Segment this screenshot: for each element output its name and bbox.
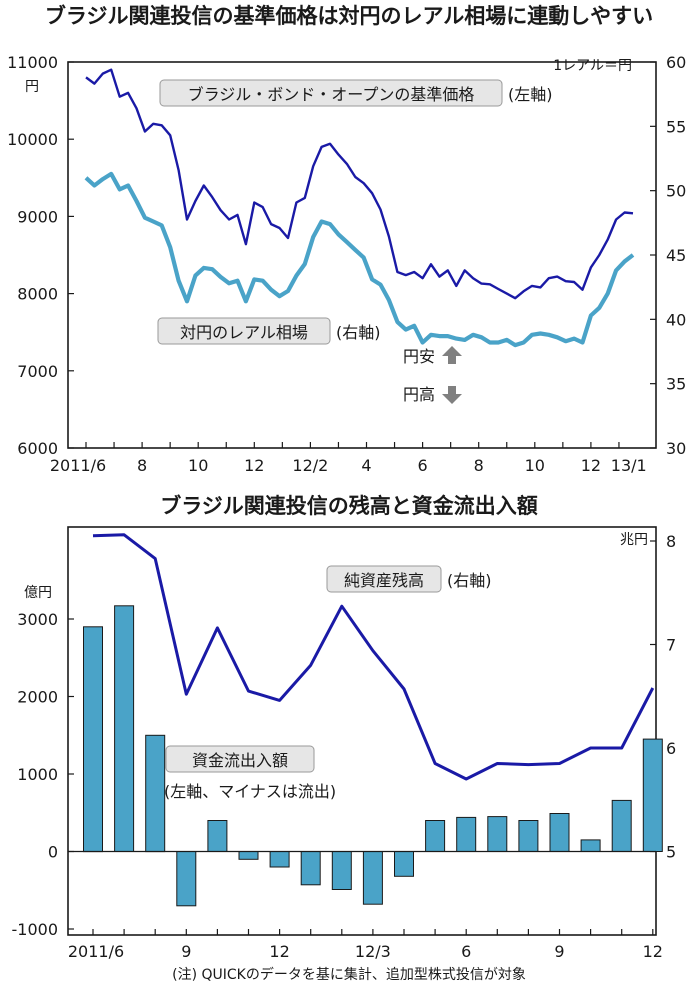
footnote: (注) QUICKのデータを基に集計、追加型株式投信が対象 — [172, 966, 526, 983]
fund-flow-bar — [549, 813, 570, 852]
fund-flow-bar — [207, 820, 228, 852]
chart1-x-tick-label: 13/1 — [611, 456, 647, 475]
chart2-line-axis-note: (右軸) — [447, 571, 492, 590]
fund-flow-bar — [362, 851, 383, 905]
yen-strong-label: 円高 — [403, 385, 435, 404]
chart1-title: ブラジル関連投信の基準価格は対円のレアル相場に連動しやすい — [45, 4, 653, 28]
chart1-x-tick-label: 4 — [361, 456, 371, 475]
chart2-left-unit: 億円 — [24, 585, 52, 601]
fund-flow-bar — [83, 626, 103, 853]
chart2-x-tick-label: 2011/6 — [68, 942, 124, 961]
chart2-left-tick-label: -1000 — [12, 920, 59, 939]
chart1-right-tick-label: 55 — [666, 117, 686, 136]
chart2-line-label-box — [326, 565, 442, 593]
arrow-down-icon — [442, 386, 462, 404]
chart2-right-tick-label: 6 — [666, 739, 676, 758]
fund-flow-bar — [580, 839, 601, 853]
chart1-x-tick-label: 12 — [244, 456, 264, 475]
chart1-left-tick-label: 9000 — [17, 207, 58, 226]
chart1-x-tick-label: 10 — [188, 456, 208, 475]
chart1-right-unit: 1レアル＝円 — [553, 58, 632, 74]
chart1-series1-label-box — [159, 79, 503, 107]
chart1-series1-label: ブラジル・ボンド・オープンの基準価格 — [188, 85, 475, 104]
chart1-left-unit: 円 — [25, 79, 39, 95]
chart1-left-tick-label: 6000 — [17, 439, 58, 458]
chart1-x-axis: 2011/6 8 10 12 12/2 4 6 8 10 12 13/1 — [50, 442, 647, 475]
chart1-x-tick-label: 2011/6 — [50, 456, 106, 475]
chart2-left-tick-label: 0 — [48, 843, 58, 862]
fund-flow-bar — [331, 851, 352, 890]
net-assets-line — [92, 533, 655, 781]
chart1-right-tick-label: 35 — [666, 375, 686, 394]
fund-flow-bar — [145, 734, 166, 853]
fund-flow-bar — [642, 738, 663, 852]
chart2-right-unit: 兆円 — [620, 532, 648, 548]
chart2-x-tick-label: 6 — [461, 942, 471, 961]
chart2-title: ブラジル関連投信の残高と資金流出入額 — [160, 494, 538, 518]
chart1-left-tick-label: 10000 — [7, 130, 58, 149]
chart2-x-axis: 2011/6 9 12 12/3 6 9 12 — [68, 929, 663, 961]
fund-flow-bar — [238, 851, 259, 860]
fund-flow-bar — [394, 851, 414, 877]
chart2-bar-series — [83, 605, 663, 907]
fund-flow-bar — [176, 851, 197, 907]
chart1-right-tick-label: 45 — [666, 246, 686, 265]
yen-weak-label: 円安 — [403, 347, 435, 366]
chart1-right-tick-label: 30 — [666, 439, 686, 458]
chart2-right-tick-label: 8 — [666, 532, 676, 551]
chart2-left-axis: -1000 0 1000 2000 3000 — [12, 610, 74, 939]
fund-flow-bar — [269, 851, 290, 868]
chart1-left-tick-label: 7000 — [17, 362, 58, 381]
chart1-left-axis: 6000 7000 8000 9000 10000 11000 — [7, 53, 74, 458]
chart1-left-tick-label: 8000 — [17, 285, 58, 304]
fund-flow-bar — [487, 816, 508, 852]
chart1-x-tick-label: 8 — [474, 456, 484, 475]
real-yen-rate-line — [84, 171, 635, 348]
chart2-line-series — [92, 533, 655, 781]
chart1-right-axis: 30 35 40 45 50 55 60 — [650, 53, 686, 458]
chart1-x-tick-label: 12/2 — [292, 456, 328, 475]
fund-flow-bar — [456, 816, 477, 853]
chart2-left-tick-label: 1000 — [17, 765, 58, 784]
bond-fund-price-line — [85, 68, 634, 300]
chart1-x-tick-label: 10 — [525, 456, 545, 475]
chart2-x-tick-label: 9 — [554, 942, 564, 961]
chart1-right-tick-label: 50 — [666, 182, 686, 201]
fund-flow-bar — [300, 851, 321, 886]
chart1-x-tick-label: 12 — [581, 456, 601, 475]
chart2-right-tick-label: 7 — [666, 636, 676, 655]
chart2-bar-label-box — [165, 745, 315, 773]
chart2-bar-axis-note: (左軸、マイナスは流出) — [164, 782, 336, 801]
chart1-x-tick-label: 6 — [418, 456, 428, 475]
chart2-x-tick-label: 12 — [269, 942, 289, 961]
chart1-series2-axis-note: (右軸) — [336, 323, 381, 342]
chart2-x-tick-label: 9 — [181, 942, 191, 961]
chart1-series2-label-box — [157, 317, 331, 345]
chart1-right-tick-label: 40 — [666, 310, 686, 329]
fund-flow-bar — [425, 820, 446, 852]
chart2-x-tick-label: 12 — [643, 942, 663, 961]
chart1-series1-axis-note: (左軸) — [508, 85, 553, 104]
chart2-x-tick-label: 12/3 — [355, 942, 391, 961]
chart1-series2-label: 対円のレアル相場 — [180, 323, 308, 342]
chart2-line-label: 純資産残高 — [344, 571, 424, 590]
chart1-x-tick-label: 8 — [137, 456, 147, 475]
chart1-left-tick-label: 11000 — [7, 53, 58, 72]
chart2-left-tick-label: 2000 — [17, 688, 58, 707]
fund-flow-bar — [518, 820, 539, 852]
fund-flow-bar — [114, 605, 135, 852]
fund-flow-bar — [611, 799, 632, 853]
chart2-right-tick-label: 5 — [666, 843, 676, 862]
chart2-left-tick-label: 3000 — [17, 610, 58, 629]
chart1-right-tick-label: 60 — [666, 53, 686, 72]
chart2-bar-label: 資金流出入額 — [192, 751, 288, 770]
chart1-series-group — [84, 68, 635, 348]
chart2-plot-frame — [67, 526, 657, 936]
arrow-up-icon — [442, 346, 462, 364]
